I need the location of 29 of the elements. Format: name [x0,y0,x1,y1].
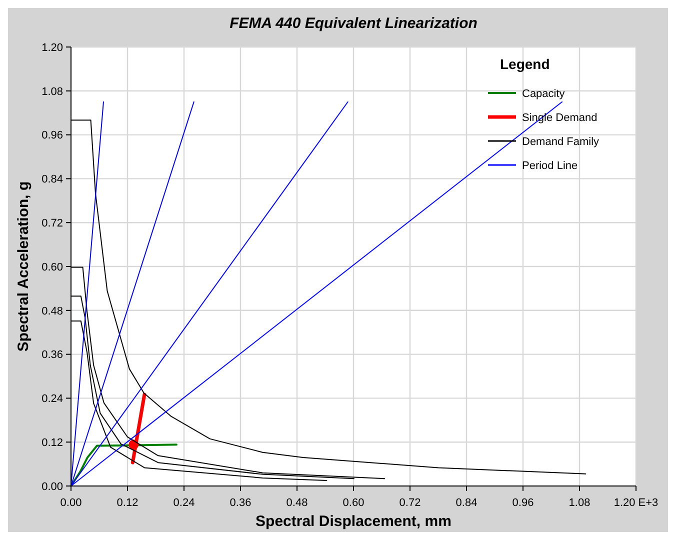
legend-label: Period Line [522,160,578,172]
x-tick-label: 0.00 [60,497,82,509]
y-tick-label: 0.00 [42,480,63,493]
x-tick-label: 1.08 [568,497,590,509]
x-tick-label: 0.36 [230,497,252,509]
y-tick-label: 0.72 [42,217,63,230]
y-tick-label: 1.20 [42,42,63,54]
y-tick-label: 1.08 [42,86,63,98]
y-tick-label: 0.60 [42,261,63,274]
x-tick-label: 0.72 [399,497,421,509]
legend-label: Demand Family [522,136,600,148]
x-tick-label: 0.60 [342,497,364,509]
y-tick-label: 0.12 [42,436,63,449]
legend-label: Capacity [522,88,566,100]
x-tick-label: 0.96 [512,497,534,509]
x-tick-label: 0.84 [456,497,478,509]
x-axis-title: Spectral Displacement, mm [256,513,452,530]
y-tick-label: 0.84 [42,174,63,186]
x-tick-label: 0.24 [173,497,195,509]
y-tick-label: 0.24 [42,393,63,406]
y-tick-label: 0.48 [42,305,63,318]
legend-title: Legend [500,56,550,72]
y-axis-title: Spectral Acceleration, g [15,181,32,352]
y-tick-label: 0.36 [42,349,63,362]
x-tick-label: 0.48 [286,497,308,509]
x-tick-label: 0.12 [116,497,138,509]
x-tick-label: 1.20 E+3 [614,497,658,509]
y-tick-label: 0.96 [42,130,63,142]
chart-title: FEMA 440 Equivalent Linearization [230,15,478,32]
